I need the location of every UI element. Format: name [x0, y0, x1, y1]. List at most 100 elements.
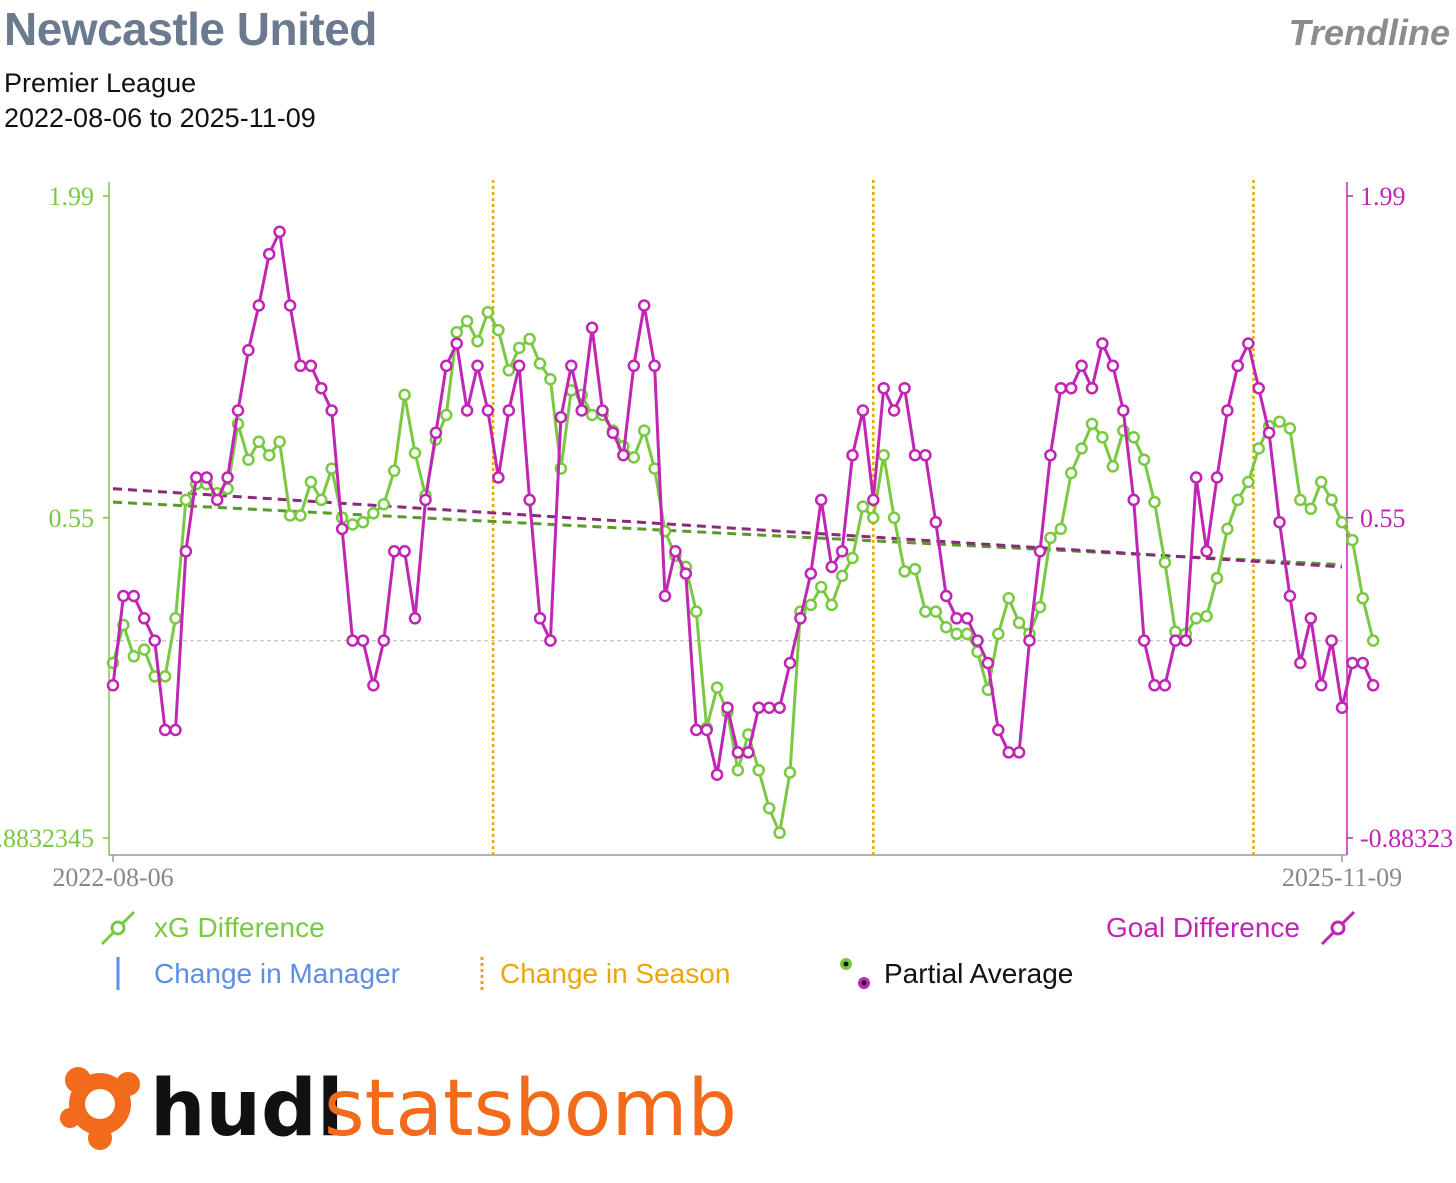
goal-point [137, 612, 151, 625]
goal-point [179, 545, 193, 558]
goal-point [960, 612, 974, 625]
goal-point [637, 299, 651, 312]
goal-point [325, 404, 338, 417]
goal-point [1221, 404, 1234, 417]
xg-point [867, 511, 880, 525]
xg-point [1294, 493, 1307, 507]
goal-point [221, 471, 234, 484]
xg-point [1158, 556, 1172, 569]
goal-point [450, 337, 463, 350]
legend-partial-label: Partial Average [884, 958, 1073, 989]
xg-point [481, 305, 495, 319]
goal-point [502, 404, 516, 417]
goal-point [804, 567, 818, 580]
goal-point [1325, 634, 1338, 647]
goal-point [294, 359, 307, 373]
xg-point [731, 763, 745, 777]
xg-point [315, 493, 328, 507]
goal-point [471, 359, 484, 373]
goal-point [783, 656, 797, 670]
goal-point [523, 493, 536, 507]
xg-point [783, 766, 797, 779]
goal-point [544, 634, 557, 647]
goal-point [492, 471, 505, 484]
xg-point [1221, 522, 1234, 536]
xg-point [1366, 634, 1380, 647]
xg-point [752, 763, 765, 777]
xg-point [356, 515, 370, 529]
xg-point [1252, 442, 1265, 455]
xg-point [137, 643, 151, 656]
goal-point [762, 701, 776, 714]
xg-point [1189, 612, 1203, 625]
goal-point [1304, 612, 1318, 625]
goal-point [1294, 656, 1307, 670]
x-start-label: 2022-08-06 [52, 863, 173, 892]
goal-point [367, 679, 380, 692]
right-tick-label: 1.99 [1360, 182, 1406, 211]
goal-point [190, 471, 203, 484]
subtitle-block: Premier League 2022-08-06 to 2025-11-09 [4, 66, 316, 136]
goal-point [752, 701, 765, 714]
xg-point [158, 670, 172, 683]
xg-point [242, 453, 255, 466]
goal-point [867, 493, 880, 507]
hudl-logo: hudl statsbomb [60, 1064, 737, 1154]
xg-point [887, 511, 901, 525]
xg-point [1200, 609, 1213, 623]
legend-manager-label: Change in Manager [154, 958, 400, 989]
xg-point [1356, 591, 1370, 605]
hudl-logo-icon [60, 1067, 140, 1150]
goal-point [992, 723, 1005, 737]
goal-point [1012, 746, 1026, 759]
goal-point [606, 426, 620, 440]
goal-point [273, 225, 286, 239]
xg-point [898, 565, 911, 578]
xg-point [533, 357, 547, 370]
xg-point [950, 627, 963, 641]
goal-point [387, 545, 401, 558]
xg-point [294, 509, 307, 522]
goal-point [231, 404, 245, 417]
goal-point [440, 359, 453, 373]
legend-partial-icon [840, 958, 870, 989]
xg-point [367, 507, 380, 520]
goal-point [898, 381, 911, 395]
goal-point [252, 299, 266, 312]
right-tick-label: 0.55 [1360, 504, 1406, 533]
goal-point [148, 634, 161, 647]
goal-point [262, 247, 276, 261]
goal-point [1231, 359, 1245, 373]
goal-point [627, 359, 641, 373]
goal-point [1127, 493, 1140, 507]
xg-point [471, 334, 484, 348]
goal-point [575, 404, 588, 417]
goal-point [419, 493, 432, 507]
goal-point [981, 656, 995, 670]
goal-point [721, 701, 734, 714]
xg-point [544, 372, 557, 386]
goal-point [1117, 404, 1130, 417]
goal-point [939, 589, 953, 603]
xg-point [1064, 466, 1078, 480]
goal-point [1179, 634, 1193, 647]
goal-point [908, 448, 922, 462]
legend-season-label: Change in Season [500, 958, 730, 989]
xg-point [1044, 531, 1057, 545]
goal-point [304, 359, 318, 373]
xg-point [919, 605, 932, 618]
goal-point [1085, 381, 1099, 395]
goal-point [429, 426, 443, 440]
xg-point [835, 569, 849, 583]
xg-point [1242, 475, 1255, 489]
goal-point [1002, 746, 1015, 759]
xg-point [1273, 415, 1286, 428]
xg-point [252, 435, 266, 449]
xg-point [1346, 533, 1359, 547]
goal-point [669, 545, 682, 558]
legend-goal-icon [1320, 910, 1356, 946]
goal-point [929, 515, 943, 529]
xg-point [1148, 495, 1161, 509]
xg-point [773, 826, 786, 840]
